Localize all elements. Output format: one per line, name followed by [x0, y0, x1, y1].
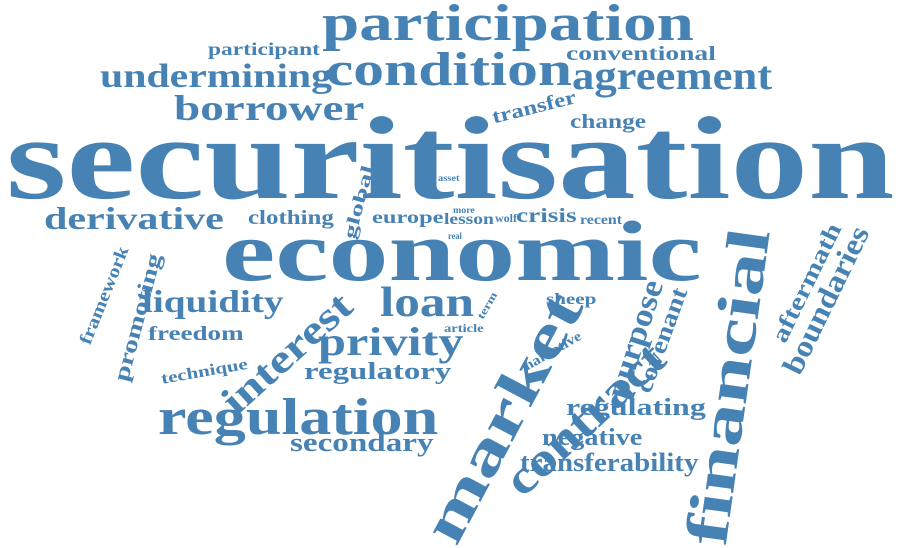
- word-condition: condition: [326, 43, 573, 96]
- word-negative: negative: [542, 425, 643, 451]
- word-derivative: derivative: [44, 200, 224, 236]
- word-wolf: wolf: [495, 211, 517, 225]
- word-participant: participant: [208, 39, 320, 59]
- word-recent: recent: [580, 213, 623, 228]
- word-regulation: regulation: [158, 389, 439, 446]
- word-transferability: transferability: [520, 448, 699, 477]
- word-sheep: sheep: [546, 291, 597, 308]
- word-real: real: [448, 231, 462, 241]
- word-conventional: conventional: [566, 43, 716, 65]
- word-secondary: secondary: [290, 428, 434, 457]
- word-crisis: crisis: [516, 205, 577, 227]
- word-privity: privity: [318, 319, 464, 364]
- word-participation: participation: [322, 0, 694, 52]
- word-borrower: borrower: [174, 88, 365, 128]
- word-change: change: [570, 111, 647, 133]
- word-agreement: agreement: [572, 53, 773, 98]
- word-economic: economic: [222, 203, 702, 299]
- word-regulatory: regulatory: [304, 359, 452, 385]
- word-article: article: [444, 321, 484, 335]
- word-loan: loan: [380, 280, 475, 326]
- word-more: more: [453, 205, 475, 215]
- word-freedom: freedom: [148, 323, 244, 345]
- word-regulating: regulating: [566, 395, 706, 421]
- word-liquidity: liquidity: [142, 283, 284, 319]
- word-lesson: lesson: [444, 211, 494, 228]
- word-undermining: undermining: [100, 58, 333, 95]
- word-europe: europe: [372, 207, 444, 227]
- word-asset: asset: [438, 173, 460, 183]
- word-clothing: clothing: [248, 207, 334, 229]
- word-securitisation: securitisation: [6, 93, 895, 224]
